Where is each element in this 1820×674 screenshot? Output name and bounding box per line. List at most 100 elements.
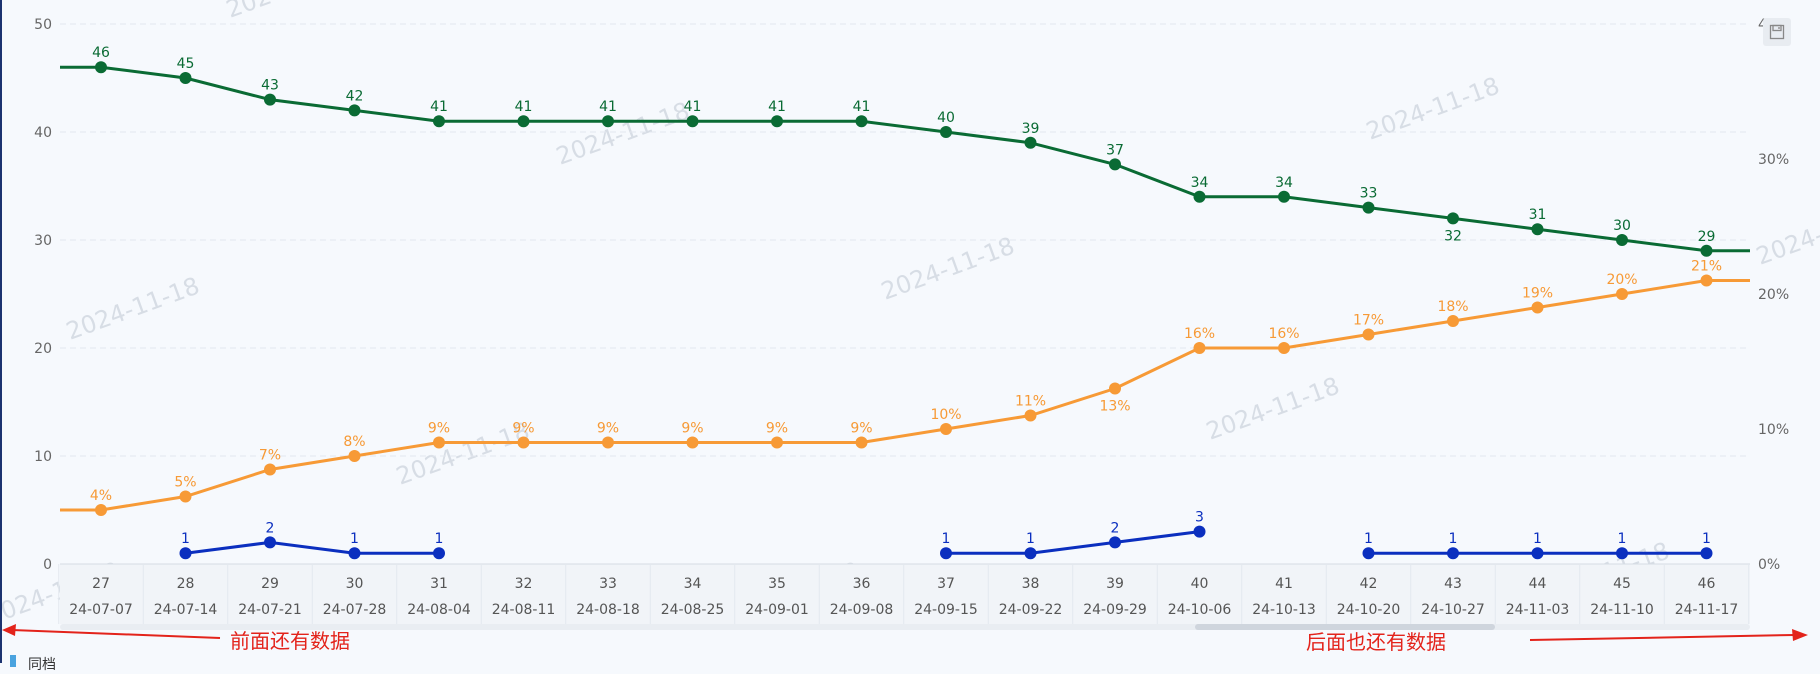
data-label-orange: 20% [1606, 272, 1637, 288]
right-annotation: 后面也还有数据 [1306, 630, 1446, 654]
week-tick-label: 38 [1022, 576, 1040, 592]
data-label-green: 34 [1275, 175, 1293, 191]
week-tick-label: 39 [1106, 576, 1124, 592]
data-label-blue: 1 [1449, 531, 1458, 547]
data-point-orange [1109, 382, 1121, 395]
week-tick-label: 30 [346, 576, 364, 592]
data-label-blue: 2 [1111, 520, 1120, 536]
date-tick-label: 24-09-15 [914, 602, 978, 618]
date-tick-label: 24-07-14 [154, 602, 218, 618]
data-label-green: 41 [599, 99, 617, 115]
right-axis-tick: 0% [1758, 557, 1780, 573]
week-tick-label: 46 [1698, 576, 1716, 592]
series-line-orange [60, 279, 1750, 512]
series-line-blue [185, 540, 439, 555]
right-axis-tick: 20% [1758, 287, 1789, 303]
data-point-green [1531, 223, 1544, 236]
left-arrow-line [11, 629, 221, 639]
data-point-orange [1616, 288, 1628, 300]
data-label-green: 41 [515, 99, 533, 115]
date-tick-label: 24-10-20 [1337, 602, 1401, 618]
data-point-green [855, 115, 868, 128]
data-label-orange: 16% [1268, 326, 1299, 342]
right-arrow-head [1792, 629, 1808, 641]
data-point-green [1616, 234, 1628, 246]
week-tick-label: 40 [1191, 576, 1209, 592]
date-tick-label: 24-09-22 [999, 602, 1063, 618]
data-label-blue: 1 [350, 531, 359, 547]
date-tick-label: 24-10-13 [1252, 602, 1316, 618]
date-tick-label: 24-10-27 [1421, 602, 1485, 618]
data-point-green [95, 61, 107, 74]
data-label-blue: 1 [1026, 531, 1035, 547]
date-tick-label: 24-08-04 [407, 602, 471, 618]
data-point-orange [1193, 342, 1206, 354]
date-tick-label: 24-11-10 [1590, 602, 1654, 618]
left-axis-tick: 0 [43, 557, 52, 573]
week-tick-label: 37 [937, 576, 955, 592]
data-point-green [433, 115, 445, 128]
data-point-orange [771, 436, 783, 449]
watermark-text: 2024-11-18 [62, 272, 203, 346]
left-axis-tick: 30 [34, 233, 52, 249]
data-point-orange [602, 436, 614, 449]
data-point-green [686, 115, 699, 128]
left-axis-tick: 10 [34, 449, 52, 465]
data-label-green: 45 [177, 56, 195, 72]
data-label-green: 41 [853, 99, 871, 115]
data-point-blue [940, 547, 952, 560]
data-label-blue: 3 [1195, 510, 1204, 526]
series-line-blue [946, 530, 1200, 555]
data-point-green [517, 115, 530, 128]
data-label-green: 46 [92, 45, 110, 61]
data-label-green: 31 [1529, 207, 1547, 223]
data-point-blue [1447, 547, 1459, 560]
data-label-orange: 19% [1522, 286, 1553, 302]
date-tick-label: 24-09-29 [1083, 602, 1147, 618]
date-tick-label: 24-07-21 [238, 602, 302, 618]
data-label-orange: 9% [850, 421, 872, 437]
data-label-blue: 1 [1618, 531, 1627, 547]
data-point-orange [1700, 274, 1713, 287]
watermark-text: 2024-11-18 [1202, 372, 1343, 446]
data-point-blue [1193, 525, 1206, 538]
data-label-blue: 1 [435, 531, 444, 547]
data-point-blue [1109, 536, 1121, 549]
date-tick-label: 24-07-28 [323, 602, 387, 618]
data-label-orange: 9% [512, 421, 534, 437]
data-label-orange: 9% [766, 421, 788, 437]
data-label-orange: 10% [930, 407, 961, 423]
week-tick-label: 41 [1275, 576, 1293, 592]
data-label-green: 29 [1698, 229, 1716, 245]
data-point-orange [1362, 328, 1375, 341]
week-tick-label: 36 [853, 576, 871, 592]
right-axis-tick: 10% [1758, 422, 1789, 438]
data-label-green: 40 [937, 110, 955, 126]
data-label-orange: 13% [1099, 399, 1130, 415]
left-annotation: 前面还有数据 [230, 629, 350, 653]
data-point-blue [264, 536, 276, 549]
date-tick-label: 24-08-11 [492, 602, 556, 618]
data-point-green [1193, 190, 1206, 203]
data-label-blue: 1 [942, 531, 951, 547]
data-point-green [1700, 244, 1713, 257]
watermark-text: 2024-11-18 [552, 97, 693, 171]
data-point-green [1109, 158, 1121, 171]
week-tick-label: 43 [1444, 576, 1462, 592]
data-point-orange [686, 436, 699, 449]
date-tick-label: 24-11-17 [1675, 602, 1739, 618]
data-label-orange: 9% [681, 421, 703, 437]
week-tick-label: 29 [261, 576, 279, 592]
data-label-green: 39 [1022, 121, 1040, 137]
data-label-orange: 21% [1691, 259, 1722, 275]
save-image-button[interactable] [1763, 18, 1791, 46]
data-point-blue [433, 547, 445, 560]
data-point-orange [940, 423, 952, 435]
left-arrow-head [2, 624, 16, 636]
legend-label: 同档 [28, 657, 56, 673]
week-tick-label: 27 [92, 576, 110, 592]
data-label-green: 41 [684, 99, 702, 115]
week-tick-label: 42 [1360, 576, 1378, 592]
data-label-green: 43 [261, 78, 279, 94]
